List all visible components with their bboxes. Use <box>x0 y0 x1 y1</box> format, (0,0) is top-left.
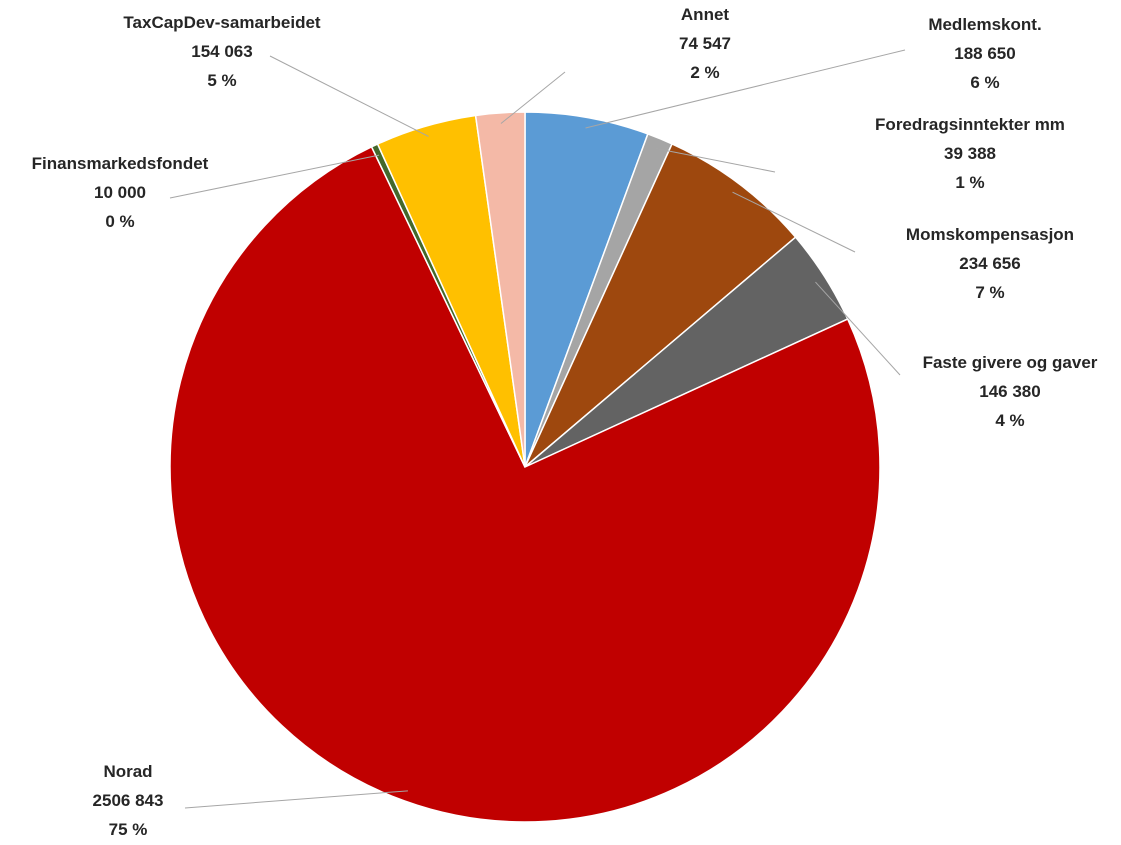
pie-slice <box>169 145 881 823</box>
pie-slice <box>474 111 526 468</box>
slice-value-label: 39 388 <box>944 144 996 163</box>
leader-line <box>269 55 429 137</box>
slice-percent-label: 5 % <box>207 71 236 90</box>
leader-line <box>815 281 901 376</box>
slice-label: Medlemskont. <box>928 15 1041 34</box>
slice-percent-label: 4 % <box>995 411 1024 430</box>
leader-line <box>655 148 776 173</box>
slice-label: Finansmarkedsfondet <box>32 154 209 173</box>
slice-value-label: 2506 843 <box>93 791 164 810</box>
slice-label: Annet <box>681 5 730 24</box>
slice-value-label: 74 547 <box>679 34 731 53</box>
slice-label: Momskompensasjon <box>906 225 1074 244</box>
pie-labels: Medlemskont. 188 650 6 % Foredragsinntekter… <box>32 5 1098 839</box>
slice-value-label: 146 380 <box>979 382 1040 401</box>
leader-line <box>732 191 856 253</box>
slice-label: Foredragsinntekter mm <box>875 115 1065 134</box>
pie-slices <box>169 111 881 823</box>
slice-percent-label: 75 % <box>109 820 148 839</box>
pie-slice <box>524 142 797 468</box>
slice-percent-label: 6 % <box>970 73 999 92</box>
leader-line <box>500 71 566 124</box>
slice-value-label: 234 656 <box>959 254 1020 273</box>
slice-label: TaxCapDev-samarbeidet <box>123 13 320 32</box>
slice-percent-label: 1 % <box>955 173 984 192</box>
slice-value-label: 188 650 <box>954 44 1015 63</box>
slice-percent-label: 0 % <box>105 212 134 231</box>
slice-percent-label: 2 % <box>690 63 719 82</box>
leader-line <box>585 49 906 129</box>
slice-percent-label: 7 % <box>975 283 1004 302</box>
slice-label: Faste givere og gaver <box>923 353 1098 372</box>
leader-line <box>169 154 380 199</box>
slice-label: Norad <box>103 762 152 781</box>
slice-value-label: 10 000 <box>94 183 146 202</box>
slice-value-label: 154 063 <box>191 42 252 61</box>
leader-line <box>184 790 408 809</box>
